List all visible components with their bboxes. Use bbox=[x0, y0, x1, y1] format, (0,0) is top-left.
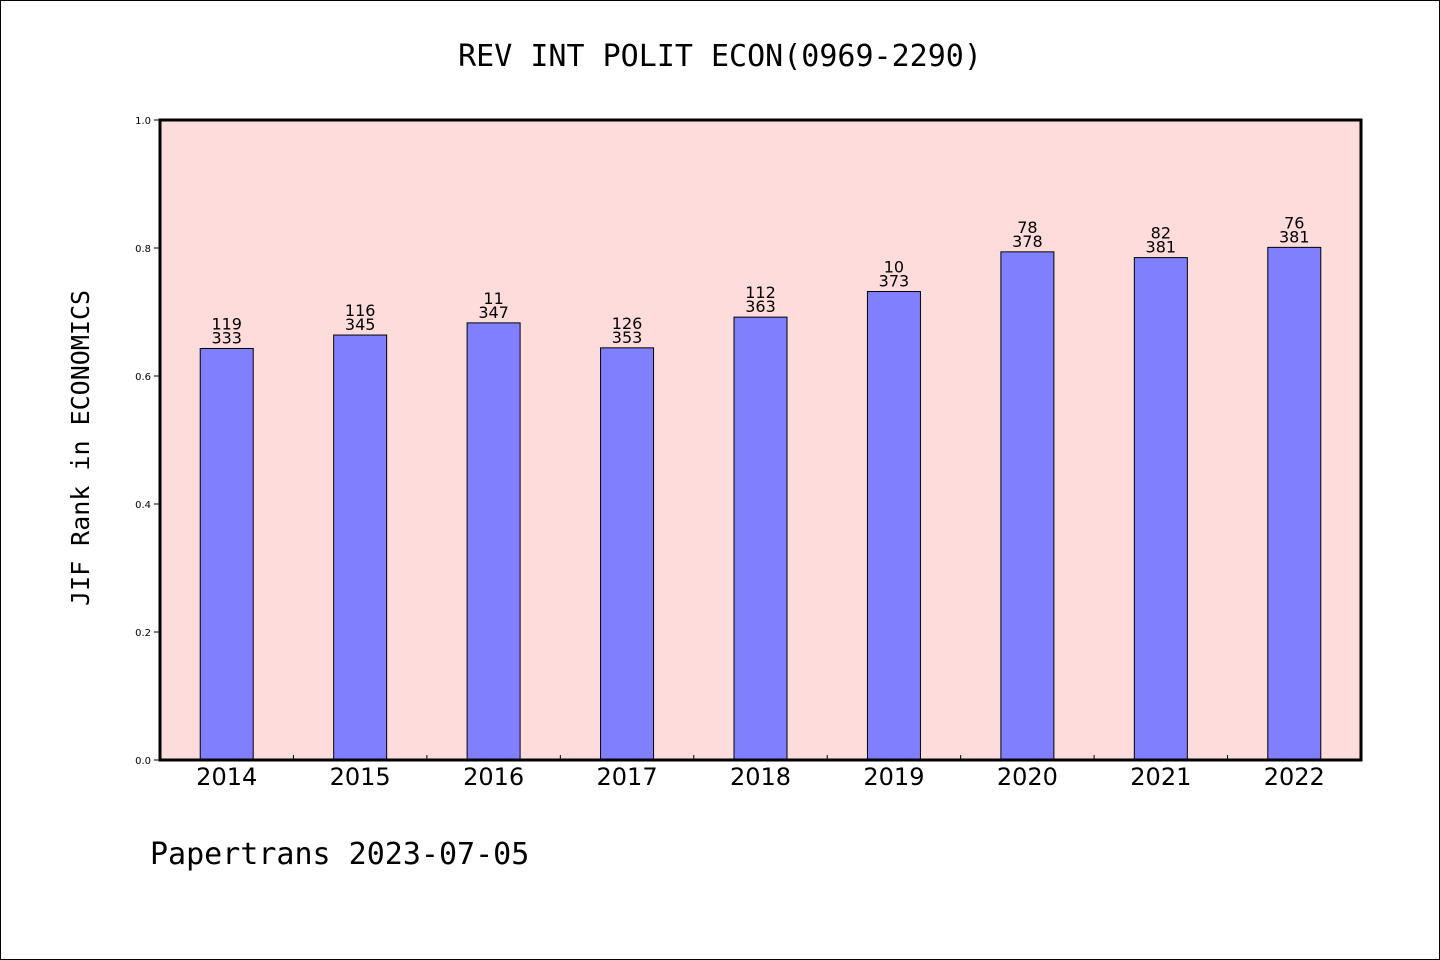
bar-label-rank: 116 bbox=[345, 301, 376, 320]
x-tick-label: 2022 bbox=[1264, 763, 1325, 791]
y-tick-label: 0.6 bbox=[135, 372, 151, 383]
bar-label-total: 347 bbox=[478, 303, 509, 322]
x-tick-label: 2016 bbox=[463, 763, 524, 791]
bar-2022 bbox=[1267, 246, 1322, 761]
x-tick-label: 2019 bbox=[863, 763, 924, 791]
y-axis-label: JIF Rank in ECONOMICS bbox=[66, 290, 95, 606]
bar-label-rank: 112 bbox=[745, 283, 776, 302]
y-axis: 0.0 0.2 0.4 0.6 0.8 1.0 bbox=[135, 116, 160, 767]
bar-2017 bbox=[600, 347, 655, 761]
bar-label-total: 381 bbox=[1279, 227, 1310, 246]
y-tick-label: 0.2 bbox=[135, 628, 151, 639]
bar-2021 bbox=[1133, 257, 1188, 761]
x-tick-label: 2020 bbox=[997, 763, 1058, 791]
footer-credit: Papertrans 2023-07-05 bbox=[150, 837, 529, 872]
bar-label-rank: 11 bbox=[483, 289, 503, 308]
bar-2018 bbox=[733, 316, 788, 761]
x-tick-label: 2018 bbox=[730, 763, 791, 791]
y-tick-label: 0.4 bbox=[135, 500, 151, 511]
bar-2015 bbox=[333, 334, 388, 761]
bar-label-rank: 10 bbox=[884, 258, 904, 277]
bar-label-rank: 76 bbox=[1284, 213, 1304, 232]
bar-label-rank: 126 bbox=[612, 314, 643, 333]
y-tick-label: 0.0 bbox=[135, 756, 151, 767]
bar-2019 bbox=[866, 291, 921, 761]
bar-label-total: 373 bbox=[879, 272, 910, 291]
x-axis: 2014 2015 2016 2017 2018 2019 2020 2021 2022 bbox=[196, 755, 1325, 791]
plot-border bbox=[158, 118, 1363, 762]
x-tick-label: 2021 bbox=[1130, 763, 1191, 791]
bar-label-total: 333 bbox=[211, 328, 242, 347]
bar-label-total: 363 bbox=[745, 297, 776, 316]
y-tick-label: 1.0 bbox=[135, 116, 151, 127]
bar-label-rank: 82 bbox=[1151, 224, 1171, 243]
bar-label-rank: 78 bbox=[1017, 218, 1037, 237]
bar-label-total: 378 bbox=[1012, 232, 1043, 251]
x-tick-label: 2017 bbox=[597, 763, 658, 791]
x-tick-label: 2014 bbox=[196, 763, 257, 791]
bar-label-total: 345 bbox=[345, 315, 376, 334]
chart-title: REV INT POLIT ECON(0969-2290) bbox=[458, 39, 982, 74]
bar-label-rank: 119 bbox=[211, 314, 242, 333]
bar-2014 bbox=[199, 347, 254, 761]
bar-2020 bbox=[1000, 251, 1055, 761]
bar-label-total: 381 bbox=[1146, 238, 1177, 257]
x-tick-label: 2015 bbox=[330, 763, 391, 791]
bar-label-total: 353 bbox=[612, 328, 643, 347]
y-tick-label: 0.8 bbox=[135, 244, 151, 255]
bar-2016 bbox=[466, 322, 521, 761]
